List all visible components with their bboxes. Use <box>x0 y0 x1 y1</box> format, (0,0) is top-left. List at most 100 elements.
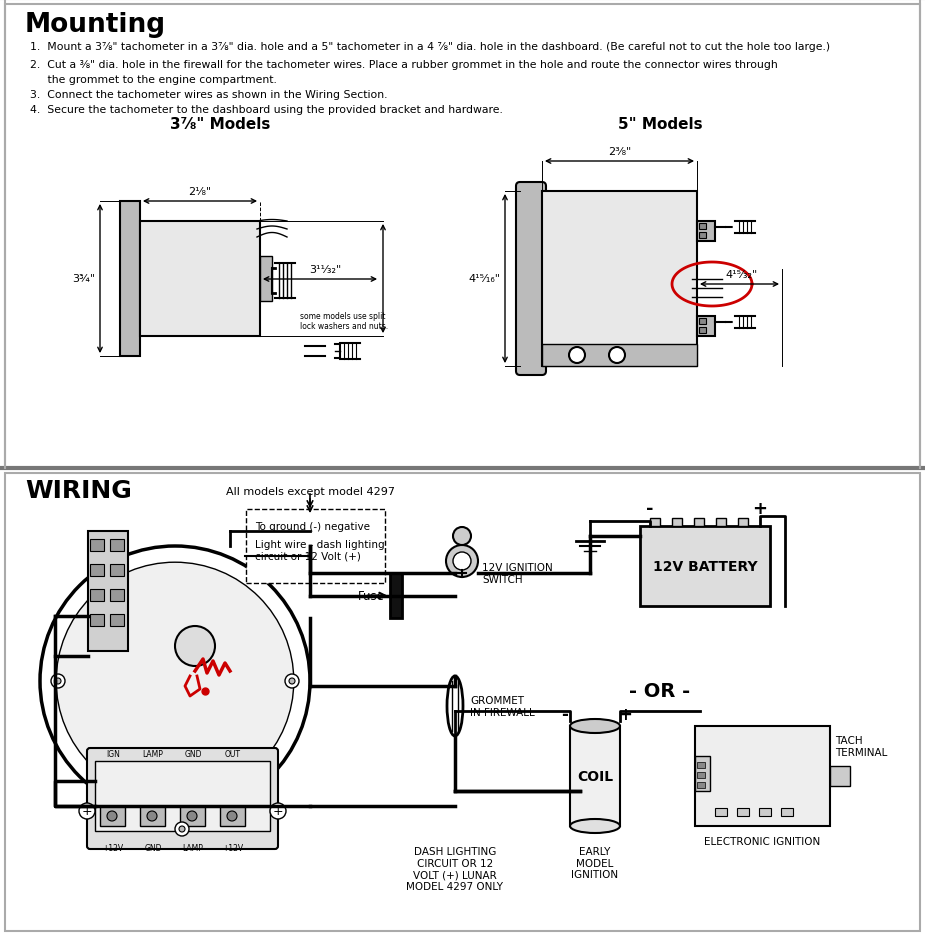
Text: WIRING: WIRING <box>25 478 132 503</box>
Text: 5" Models: 5" Models <box>618 117 702 132</box>
Text: COIL: COIL <box>577 769 613 783</box>
Circle shape <box>227 812 237 821</box>
Text: Mounting: Mounting <box>25 12 166 38</box>
Bar <box>697 316 715 337</box>
Text: 2³⁄₈": 2³⁄₈" <box>608 147 631 157</box>
Circle shape <box>40 547 310 816</box>
Circle shape <box>609 347 625 363</box>
Text: +: + <box>618 705 632 724</box>
Circle shape <box>270 803 286 819</box>
Bar <box>694 519 704 526</box>
Text: LAMP: LAMP <box>182 843 204 852</box>
Text: Fuse: Fuse <box>358 590 385 603</box>
Text: 12V IGNITION
SWITCH: 12V IGNITION SWITCH <box>482 563 553 584</box>
Circle shape <box>147 812 157 821</box>
Bar <box>100 806 125 826</box>
Bar <box>570 726 620 826</box>
Text: OUT: OUT <box>225 749 241 758</box>
Bar <box>110 614 124 626</box>
Text: TACH
TERMINAL: TACH TERMINAL <box>835 736 887 757</box>
Circle shape <box>175 626 215 666</box>
Ellipse shape <box>570 719 620 733</box>
Bar <box>110 590 124 601</box>
Text: 12V BATTERY: 12V BATTERY <box>653 560 758 574</box>
Text: 2.  Cut a ⅜" dia. hole in the firewall for the tachometer wires. Place a rubber : 2. Cut a ⅜" dia. hole in the firewall fo… <box>30 60 778 70</box>
Bar <box>5 474 920 931</box>
Text: - OR -: - OR - <box>629 681 691 701</box>
Circle shape <box>446 546 478 578</box>
Text: +: + <box>81 805 92 818</box>
Bar <box>110 564 124 577</box>
Text: ELECTRONIC IGNITION: ELECTRONIC IGNITION <box>704 836 820 846</box>
Bar <box>542 344 697 367</box>
Bar <box>738 519 748 526</box>
Text: +: + <box>753 500 768 518</box>
Circle shape <box>175 822 189 836</box>
Bar <box>220 806 245 826</box>
Text: DASH LIGHTING
CIRCUIT OR 12
VOLT (+) LUNAR
MODEL 4297 ONLY: DASH LIGHTING CIRCUIT OR 12 VOLT (+) LUN… <box>406 846 503 891</box>
Bar <box>140 806 165 826</box>
Text: 3¾": 3¾" <box>72 274 95 285</box>
Bar <box>390 574 402 619</box>
Bar <box>90 564 104 577</box>
Bar <box>542 192 697 367</box>
Bar <box>715 808 727 816</box>
Bar <box>5 5 920 469</box>
Text: All models except model 4297: All models except model 4297 <box>226 487 394 496</box>
Bar <box>90 539 104 551</box>
Bar <box>140 222 260 337</box>
Text: some models use split
lock washers and nuts.: some models use split lock washers and n… <box>300 312 388 331</box>
Bar <box>759 808 771 816</box>
Bar <box>672 519 682 526</box>
Text: To ground (-) negative: To ground (-) negative <box>255 521 370 532</box>
Text: GROMMET
IN FIREWALL: GROMMET IN FIREWALL <box>470 695 535 717</box>
Bar <box>695 756 710 791</box>
Text: 1.  Mount a 3⅞" tachometer in a 3⅞" dia. hole and a 5" tachometer in a 4 ⅞" dia.: 1. Mount a 3⅞" tachometer in a 3⅞" dia. … <box>30 42 830 51</box>
Bar <box>697 772 705 778</box>
Text: GND: GND <box>184 749 202 758</box>
Ellipse shape <box>570 819 620 833</box>
Bar <box>830 767 850 786</box>
Text: 4.  Secure the tachometer to the dashboard using the provided bracket and hardwa: 4. Secure the tachometer to the dashboar… <box>30 105 503 115</box>
Bar <box>699 233 706 239</box>
Bar <box>697 782 705 788</box>
Circle shape <box>55 679 61 684</box>
Text: 4¹⁵⁄₁₆": 4¹⁵⁄₁₆" <box>468 274 500 285</box>
Text: +: + <box>273 805 283 818</box>
Text: +12V: +12V <box>103 843 124 852</box>
Bar <box>260 256 272 301</box>
Bar <box>120 202 140 357</box>
Circle shape <box>285 674 299 688</box>
Ellipse shape <box>447 677 463 737</box>
Text: -: - <box>647 500 654 518</box>
Circle shape <box>51 674 65 688</box>
Text: IGN: IGN <box>106 749 120 758</box>
Circle shape <box>107 812 117 821</box>
Bar <box>90 614 104 626</box>
Text: -: - <box>561 705 569 724</box>
Bar <box>180 806 205 826</box>
Text: the grommet to the engine compartment.: the grommet to the engine compartment. <box>30 75 277 85</box>
Circle shape <box>56 563 294 800</box>
Text: EARLY
MODEL
IGNITION: EARLY MODEL IGNITION <box>572 846 619 879</box>
Bar <box>699 328 706 333</box>
Text: 3.  Connect the tachometer wires as shown in the Wiring Section.: 3. Connect the tachometer wires as shown… <box>30 90 388 100</box>
Bar <box>699 224 706 229</box>
Bar <box>95 761 270 831</box>
Bar <box>781 808 793 816</box>
Circle shape <box>453 552 471 570</box>
Text: 4¹⁵⁄₃₂": 4¹⁵⁄₃₂" <box>726 270 758 280</box>
Bar <box>90 590 104 601</box>
Text: 3¹¹⁄₃₂": 3¹¹⁄₃₂" <box>309 265 341 274</box>
Circle shape <box>453 528 471 546</box>
Bar <box>650 519 660 526</box>
Circle shape <box>179 826 185 832</box>
FancyBboxPatch shape <box>87 748 278 849</box>
FancyBboxPatch shape <box>516 183 546 375</box>
Circle shape <box>187 812 197 821</box>
Text: Light wire - dash lighting
circuit or 12 Volt (+): Light wire - dash lighting circuit or 12… <box>255 539 385 561</box>
FancyBboxPatch shape <box>246 509 385 583</box>
Circle shape <box>289 679 295 684</box>
Bar <box>695 726 830 826</box>
Text: +12V: +12V <box>222 843 243 852</box>
